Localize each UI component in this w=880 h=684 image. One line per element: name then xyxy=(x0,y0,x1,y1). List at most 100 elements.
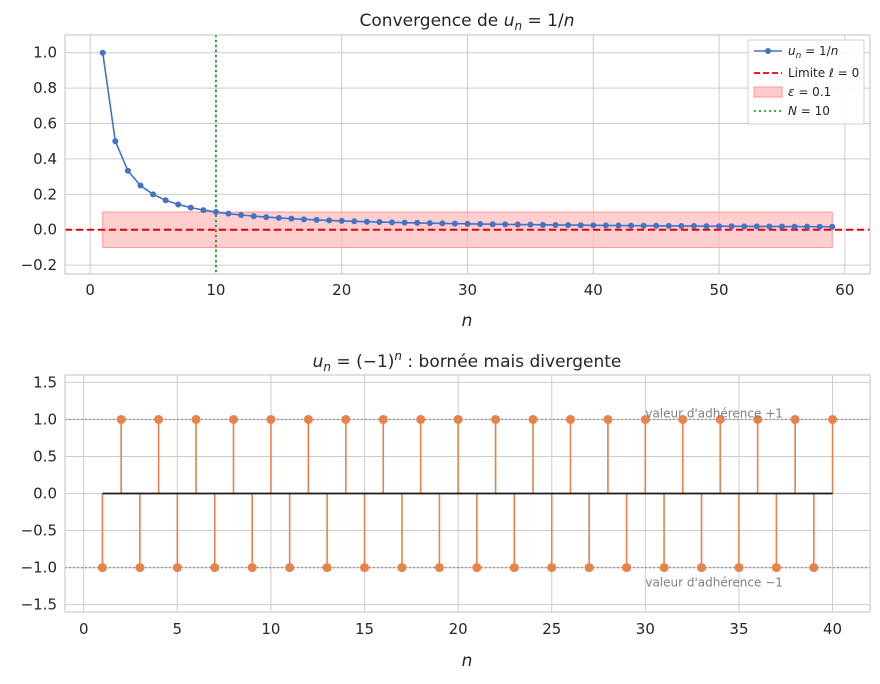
data-point xyxy=(338,217,345,224)
stem-marker xyxy=(659,563,669,573)
data-point xyxy=(741,223,748,230)
y-tick-label: 0.5 xyxy=(33,447,57,465)
x-tick-label: 40 xyxy=(584,281,603,299)
data-point xyxy=(464,220,471,227)
data-point xyxy=(150,191,157,198)
series-un xyxy=(99,49,836,230)
stem-series xyxy=(97,414,838,573)
data-point xyxy=(728,223,735,230)
stem-marker xyxy=(678,414,688,424)
stem-marker xyxy=(341,414,351,424)
data-point xyxy=(326,217,333,224)
stem-marker xyxy=(509,563,519,573)
stem-marker xyxy=(97,563,107,573)
data-point xyxy=(690,223,697,230)
data-point xyxy=(829,223,836,230)
plot-frame xyxy=(64,34,871,275)
x-tick-label: 5 xyxy=(173,620,183,638)
data-point xyxy=(539,221,546,228)
stem-marker xyxy=(828,414,838,424)
data-point xyxy=(250,213,257,220)
stem-marker xyxy=(472,563,482,573)
x-tick-label: 35 xyxy=(729,620,748,638)
data-point xyxy=(137,182,144,189)
stem-marker xyxy=(453,414,463,424)
divergence-chart: 0 5 10 15 20 25 30 35 40 −1.5 −1.0 −0.5 0.0 0.5 1.0 1.… xyxy=(21,349,871,671)
data-point xyxy=(99,49,106,56)
stem-marker xyxy=(715,414,725,424)
x-tick-label: 50 xyxy=(710,281,729,299)
stem-marker xyxy=(285,563,295,573)
legend-item-limit: Limite ℓ = 0 xyxy=(754,66,859,80)
x-tick-labels: 0 10 20 30 40 50 60 xyxy=(85,281,854,299)
data-point xyxy=(804,223,811,230)
data-point xyxy=(766,223,773,230)
stem-marker xyxy=(697,563,707,573)
data-point xyxy=(590,222,597,229)
data-point xyxy=(175,201,182,208)
stem-marker xyxy=(360,563,370,573)
data-point xyxy=(313,216,320,223)
data-point xyxy=(363,218,370,225)
x-axis-label: n xyxy=(462,311,473,331)
stem-marker xyxy=(247,563,257,573)
y-tick-label: −0.2 xyxy=(21,256,57,274)
y-tick-label: 0.4 xyxy=(33,150,57,168)
data-point xyxy=(753,223,760,230)
x-tick-label: 20 xyxy=(332,281,351,299)
data-point xyxy=(527,221,534,228)
data-point xyxy=(200,207,207,214)
y-tick-label: 1.5 xyxy=(33,373,57,391)
annotation-plus-one: valeur d'adhérence +1 xyxy=(645,407,783,421)
y-tick-label: 0.8 xyxy=(33,79,57,97)
stem-marker xyxy=(154,414,164,424)
data-point xyxy=(653,222,660,229)
y-tick-label: −1.5 xyxy=(21,596,57,614)
data-point xyxy=(275,214,282,221)
data-point xyxy=(703,223,710,230)
data-point xyxy=(112,138,119,145)
data-point xyxy=(514,221,521,228)
stem-marker xyxy=(528,414,538,424)
stem-marker xyxy=(416,414,426,424)
legend: un = 1/n Limite ℓ = 0 ε = 0.1 N = 10 xyxy=(747,39,865,125)
data-point xyxy=(376,219,383,226)
data-point xyxy=(389,219,396,226)
data-point xyxy=(778,223,785,230)
legend-item-epsilon: ε = 0.1 xyxy=(753,85,831,99)
data-point xyxy=(489,221,496,228)
stem-marker xyxy=(116,414,126,424)
stem-marker xyxy=(397,563,407,573)
stem-marker xyxy=(172,563,182,573)
data-point xyxy=(577,222,584,229)
x-tick-label: 30 xyxy=(636,620,655,638)
data-point xyxy=(288,215,295,222)
data-point xyxy=(124,167,131,174)
stem-marker xyxy=(640,414,650,424)
stem-marker xyxy=(734,563,744,573)
y-tick-label: 1.0 xyxy=(33,44,57,62)
x-axis-label: n xyxy=(462,651,473,671)
stem-marker xyxy=(135,563,145,573)
data-point xyxy=(300,216,307,223)
y-tick-label: 0.2 xyxy=(33,185,57,203)
annotation-minus-one: valeur d'adhérence −1 xyxy=(645,575,783,589)
data-point xyxy=(678,222,685,229)
stem-marker xyxy=(565,414,575,424)
chart-title: un = (−1)n : bornée mais divergente xyxy=(313,349,622,374)
stem-marker xyxy=(210,563,220,573)
svg-text:un = 1/n: un = 1/n xyxy=(788,44,838,61)
y-tick-label: −0.5 xyxy=(21,522,57,540)
legend-item-un: un = 1/n xyxy=(754,44,838,61)
data-point xyxy=(451,220,458,227)
data-point xyxy=(426,220,433,227)
data-point xyxy=(351,218,358,225)
stem-marker xyxy=(771,563,781,573)
data-point xyxy=(414,219,421,226)
stem-marker xyxy=(378,414,388,424)
data-point xyxy=(187,204,194,211)
stem-marker xyxy=(603,414,613,424)
svg-text:Limite ℓ = 0: Limite ℓ = 0 xyxy=(788,66,859,80)
data-point xyxy=(791,223,798,230)
